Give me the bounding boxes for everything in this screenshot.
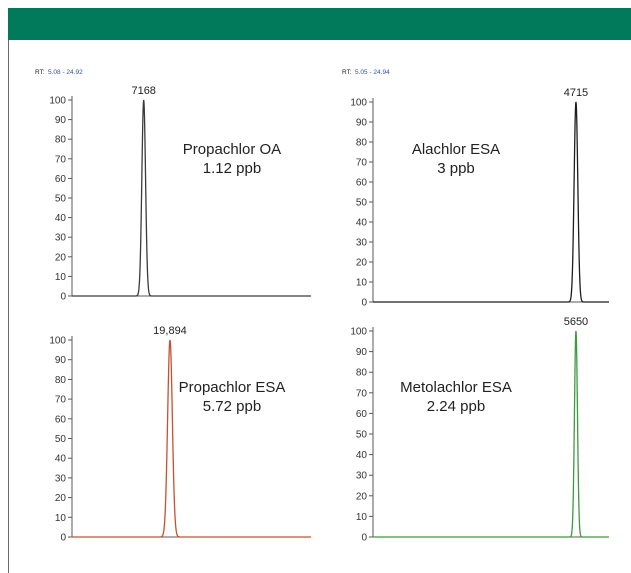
panel-2-y-tick-label: 20 xyxy=(356,258,368,269)
panel-3-y-tick-label: 50 xyxy=(55,434,67,445)
panel-2-y-tick-label: 50 xyxy=(356,198,368,209)
panel-1-peak-trace xyxy=(72,99,311,297)
panel-3-peak-value-label: 19,894 xyxy=(153,325,187,337)
panel-2-y-tick-label: 80 xyxy=(356,138,368,149)
panel-2-y-tick-label: 60 xyxy=(356,178,368,189)
panel-2-y-tick-label: 90 xyxy=(356,118,368,129)
panel-4-y-tick-label: 10 xyxy=(356,512,368,523)
panel-1-y-tick-label: 60 xyxy=(55,174,67,185)
panel-3-y-tick-label: 80 xyxy=(55,375,67,386)
panel-3-y-tick-label: 20 xyxy=(55,493,67,504)
panel-1-y-tick-label: 0 xyxy=(60,292,66,303)
panel-1-compound-name: Propachlor OA xyxy=(183,141,281,158)
panel-2-peak-value-label: 4715 xyxy=(564,87,588,99)
panel-4-y-tick-label: 0 xyxy=(361,533,367,544)
panel-1-y-tick-label: 70 xyxy=(55,154,67,165)
panel-1-y-tick-label: 100 xyxy=(49,96,66,107)
panel-1-y-tick-label: 40 xyxy=(55,213,67,224)
panel-4-y-tick-label: 70 xyxy=(356,388,368,399)
panel-1-y-tick-label: 80 xyxy=(55,135,67,146)
panel-3-compound-name: Propachlor ESA xyxy=(179,379,286,396)
panel-3-y-tick-label: 70 xyxy=(55,395,67,406)
panel-1-y-tick-label: 30 xyxy=(55,233,67,244)
panel-1-y-tick-label: 50 xyxy=(55,194,67,205)
panel-3-y-tick-label: 0 xyxy=(60,533,66,544)
panel-2-y-tick-label: 40 xyxy=(356,218,368,229)
panel-2-y-tick-label: 30 xyxy=(356,238,368,249)
panel-3-y-tick-label: 30 xyxy=(55,473,67,484)
panel-1-rt-label: RT: xyxy=(35,69,45,76)
panel-1-y-tick-label: 90 xyxy=(55,115,67,126)
panel-4-y-tick-label: 40 xyxy=(356,450,368,461)
header-bar xyxy=(8,8,631,40)
panel-4-y-tick-label: 60 xyxy=(356,409,368,420)
panel-2-y-tick-label: 100 xyxy=(350,98,367,109)
panel-3-y-tick-label: 60 xyxy=(55,414,67,425)
panel-1-rt-range: 5.08 - 24.92 xyxy=(48,69,83,76)
panel-2-peak-trace xyxy=(373,101,609,303)
panel-4-y-tick-label: 30 xyxy=(356,471,368,482)
panel-2-y-tick-label: 10 xyxy=(356,278,368,289)
panel-2-y-tick-label: 70 xyxy=(356,158,368,169)
panel-4-peak-value-label: 5650 xyxy=(564,316,588,328)
panel-4-y-tick-label: 90 xyxy=(356,347,368,358)
panel-3-concentration: 5.72 ppb xyxy=(203,398,261,415)
panel-3-peak-trace xyxy=(72,339,311,538)
panel-3-y-tick-label: 40 xyxy=(55,454,67,465)
panel-2-concentration: 3 ppb xyxy=(437,160,475,177)
panel-2-y-tick-label: 0 xyxy=(361,298,367,309)
panel-1-y-tick-label: 10 xyxy=(55,272,67,283)
panel-4-y-tick-label: 20 xyxy=(356,491,368,502)
panel-4-peak-trace xyxy=(373,330,609,538)
panel-4-y-tick-label: 80 xyxy=(356,368,368,379)
panel-4-y-tick-label: 100 xyxy=(350,327,367,338)
figure-frame xyxy=(8,40,631,573)
panel-3-y-tick-label: 90 xyxy=(55,355,67,366)
panel-3-y-tick-label: 100 xyxy=(49,336,66,347)
panel-2-rt-range: 5.05 - 24.94 xyxy=(355,69,390,76)
panel-4-compound-name: Metolachlor ESA xyxy=(400,379,512,396)
panel-2-compound-name: Alachlor ESA xyxy=(412,141,500,158)
panel-1-concentration: 1.12 ppb xyxy=(203,160,261,177)
panel-3-y-tick-label: 10 xyxy=(55,513,67,524)
panel-4-y-tick-label: 50 xyxy=(356,430,368,441)
panel-1-peak-value-label: 7168 xyxy=(131,85,155,97)
panel-4-concentration: 2.24 ppb xyxy=(427,398,485,415)
panel-1-y-tick-label: 20 xyxy=(55,252,67,263)
panel-2-rt-label: RT: xyxy=(342,69,352,76)
